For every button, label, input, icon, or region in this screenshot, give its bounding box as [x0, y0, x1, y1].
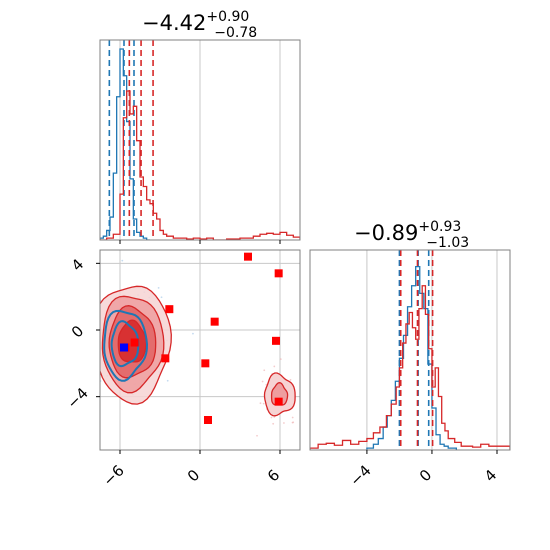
marginal-y-title: −0.89+0.93 −1.03 — [354, 219, 469, 251]
joint-sample-blue — [121, 259, 124, 262]
joint-red-marker-2 — [244, 252, 252, 261]
marginal-y-hist-red — [310, 285, 510, 450]
joint-red-marker-8 — [204, 416, 212, 424]
joint-sample-blue — [192, 332, 194, 335]
joint-xtick-label-2: 6 — [264, 466, 283, 485]
marginal-y-title-sup: +0.93 — [418, 219, 461, 235]
marginal-x-panel — [99, 39, 301, 244]
joint-xtick-label-1: 0 — [184, 466, 203, 485]
joint-sample-blue — [160, 296, 163, 299]
marginal-y-title-sub: −1.03 — [426, 235, 469, 251]
joint-sample-red — [279, 358, 282, 361]
marginal-y-frame — [309, 249, 511, 451]
joint-sample-red — [272, 422, 275, 425]
joint-red-marker-9 — [130, 338, 139, 347]
joint-sample-red — [262, 402, 265, 405]
joint-sample-red — [256, 434, 258, 437]
marginal-x-title-sup: +0.90 — [206, 9, 249, 25]
joint-red-marker-5 — [201, 359, 210, 368]
joint-blue-contour-1 — [110, 320, 140, 368]
joint-red-marker-1 — [210, 317, 219, 326]
joint-ytick-label-1: 0 — [68, 322, 87, 341]
joint-sample-red — [259, 402, 262, 405]
joint-sample-red — [283, 422, 285, 424]
marginal-x-title-main: −4.42 — [142, 11, 206, 35]
joint-panel — [94, 249, 301, 454]
joint-sample-blue — [157, 287, 160, 289]
joint-blue-marker — [120, 343, 128, 352]
marginal-x-hist-red — [100, 90, 300, 240]
marginal-x-title-sub: −0.78 — [214, 25, 257, 41]
marginal-x-title: −4.42+0.90 −0.78 — [142, 9, 257, 41]
joint-red-marker-3 — [274, 269, 283, 278]
joint-ytick-label-2: −4 — [63, 384, 91, 412]
joint-sample-red — [273, 365, 276, 368]
joint-sample-red — [261, 380, 264, 383]
marginal-y-tick-label-1: 0 — [416, 466, 435, 485]
joint-sample-red — [291, 416, 294, 419]
joint-sample-red — [270, 416, 273, 419]
marginal-y-title-main: −0.89 — [354, 221, 418, 245]
marginal-y-tick-label-0: −4 — [346, 461, 374, 489]
joint-red-marker-7 — [274, 397, 283, 406]
joint-red-marker-6 — [161, 354, 170, 363]
joint-red-marker-0 — [165, 305, 174, 314]
marginal-y-panel — [309, 249, 511, 454]
joint-red-marker-4 — [272, 336, 280, 345]
joint-sample-blue — [166, 379, 169, 382]
joint-blue-contour-0 — [103, 309, 149, 382]
marginal-x-hist-blue — [100, 48, 150, 240]
joint-sample-red — [263, 369, 266, 372]
joint-sample-blue — [97, 270, 99, 272]
marginal-y-hist-blue — [366, 265, 457, 450]
joint-sample-red — [273, 416, 276, 418]
marginal-x-series — [100, 40, 300, 240]
joint-sample-red — [289, 379, 292, 381]
joint-xtick-label-0: −6 — [99, 461, 127, 489]
joint-ytick-label-0: 4 — [68, 255, 87, 274]
marginal-y-series — [310, 250, 510, 450]
joint-sample-red — [292, 421, 295, 424]
joint-content — [94, 252, 296, 437]
marginal-y-tick-label-2: 4 — [481, 466, 500, 485]
joint-sample-blue — [94, 333, 96, 335]
